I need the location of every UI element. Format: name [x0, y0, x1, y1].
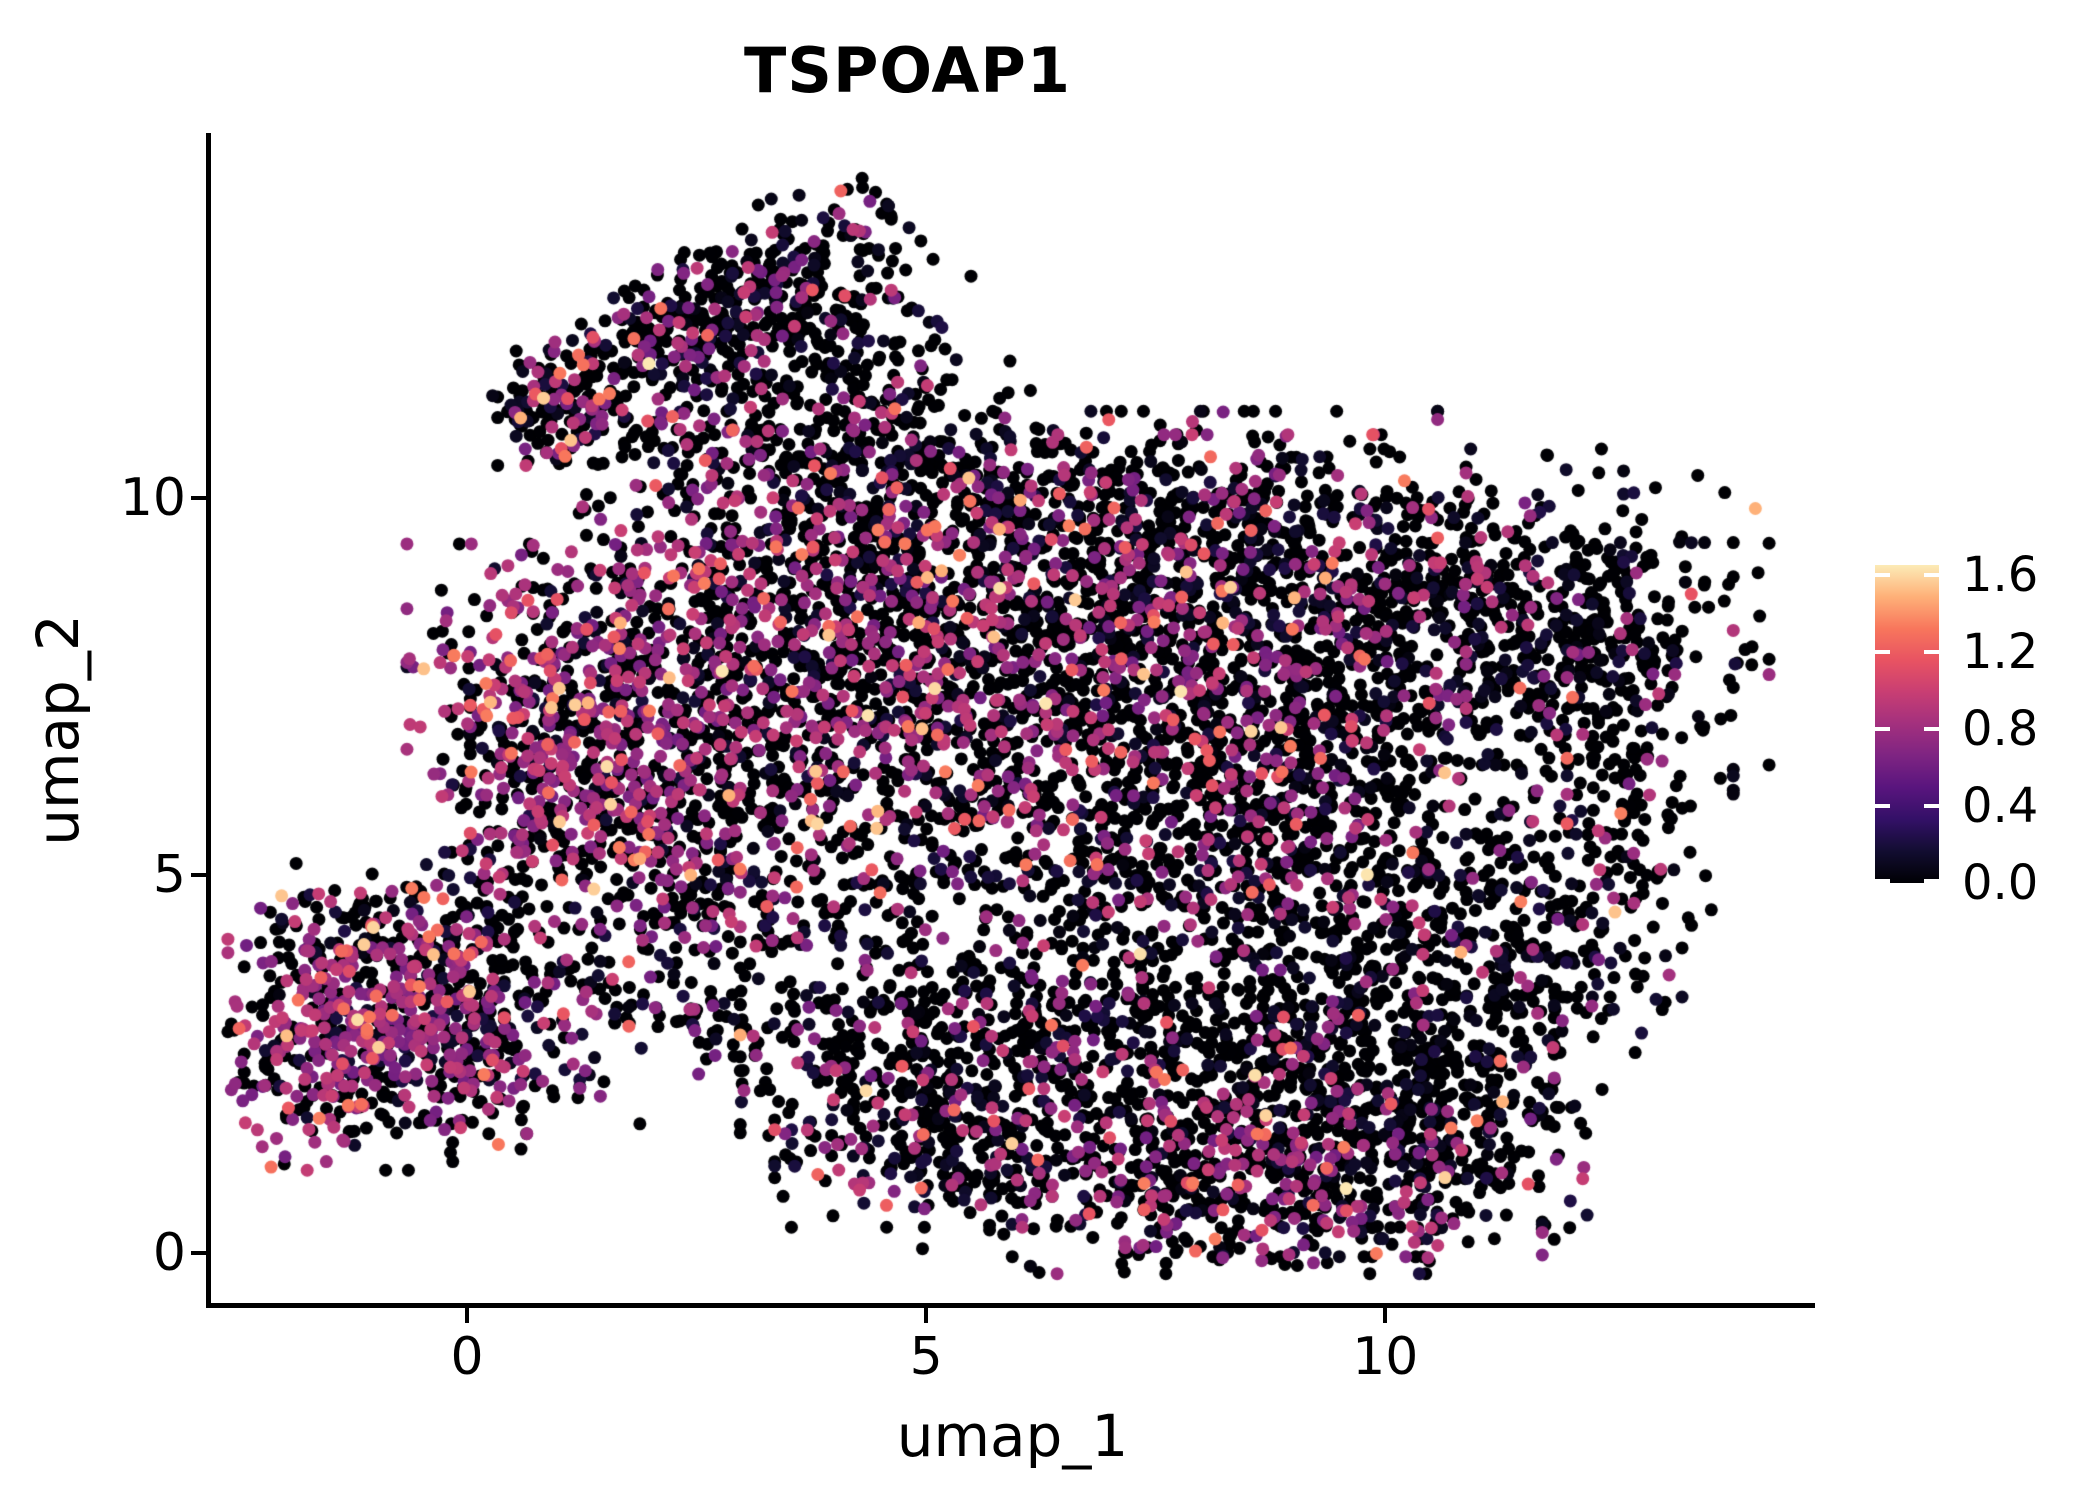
colorbar-tick-label: 0.8 [1962, 700, 2039, 757]
y-tick-mark [191, 1250, 206, 1255]
colorbar-tick-label: 1.2 [1962, 623, 2039, 680]
expression-colorbar [1875, 565, 1939, 883]
colorbar-tick-mark [1924, 879, 1939, 883]
y-tick-label: 5 [152, 845, 186, 906]
y-tick-label: 10 [119, 468, 186, 529]
colorbar-tick-mark [1924, 649, 1939, 654]
colorbar-tick-label: 0.0 [1962, 855, 2039, 911]
colorbar-tick-mark [1875, 879, 1890, 883]
x-tick-mark [1383, 1308, 1388, 1323]
colorbar-tick-mark [1875, 572, 1890, 577]
x-axis-title: umap_1 [896, 1402, 1129, 1470]
x-tick-label: 5 [909, 1327, 943, 1387]
colorbar-tick-mark [1924, 726, 1939, 731]
colorbar-tick-mark [1875, 726, 1890, 731]
x-tick-mark [924, 1308, 929, 1323]
colorbar-tick-mark [1924, 803, 1939, 808]
y-tick-mark [191, 496, 206, 501]
colorbar-tick-mark [1875, 649, 1890, 654]
chart-title: TSPOAP1 [744, 34, 1071, 107]
x-tick-label: 0 [450, 1327, 484, 1387]
y-tick-mark [191, 873, 206, 878]
y-tick-label: 0 [152, 1222, 186, 1283]
colorbar-tick-label: 0.4 [1962, 777, 2039, 834]
x-tick-mark [465, 1308, 470, 1323]
x-axis-line [206, 1303, 1815, 1308]
colorbar-tick-label: 1.6 [1962, 546, 2039, 603]
y-axis-line [206, 133, 211, 1308]
colorbar-tick-mark [1924, 572, 1939, 577]
y-axis-title: umap_2 [24, 614, 92, 846]
x-tick-label: 10 [1352, 1327, 1419, 1387]
colorbar-tick-mark [1875, 803, 1890, 808]
